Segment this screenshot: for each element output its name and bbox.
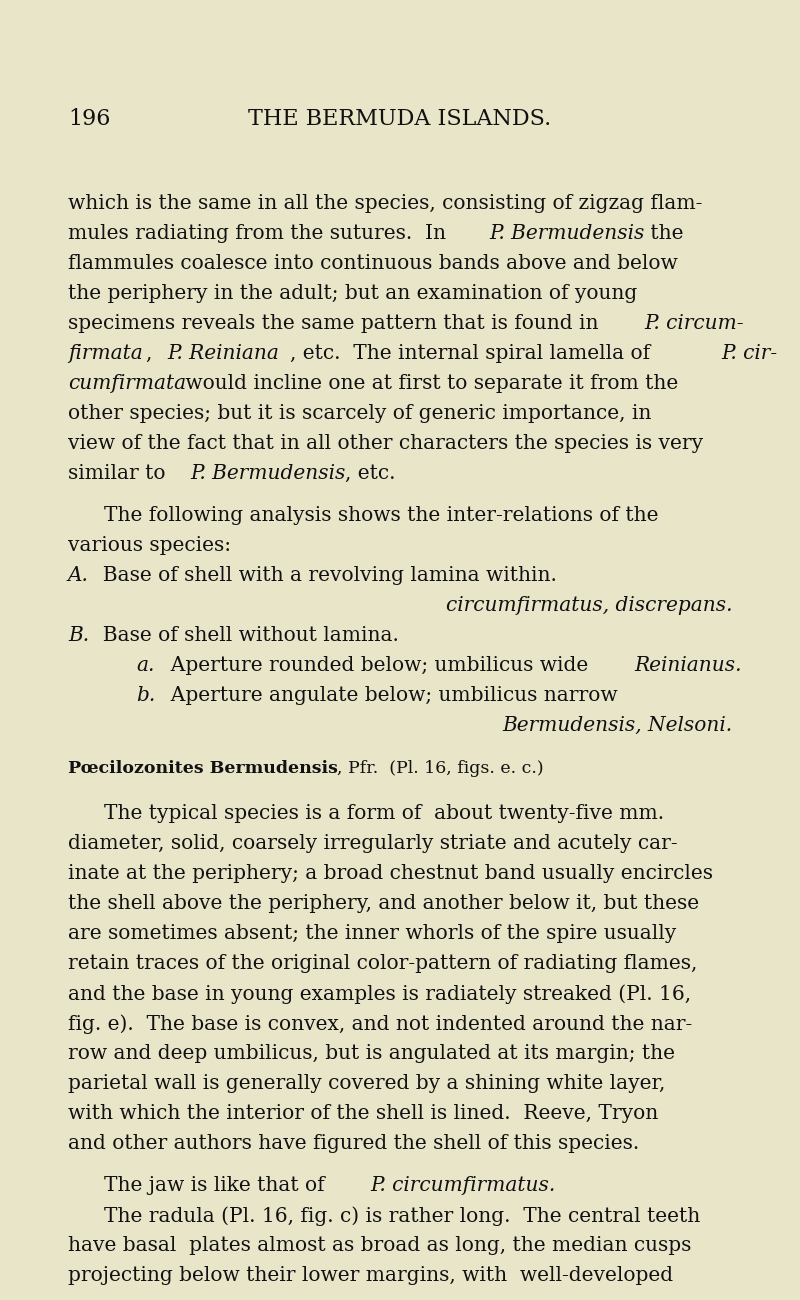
Text: flammules coalesce into continuous bands above and below: flammules coalesce into continuous bands… xyxy=(68,254,678,273)
Text: inate at the periphery; a broad chestnut band usually encircles: inate at the periphery; a broad chestnut… xyxy=(68,864,713,883)
Text: , etc.  The internal spiral lamella of: , etc. The internal spiral lamella of xyxy=(290,344,656,363)
Text: the: the xyxy=(644,224,683,243)
Text: and the base in young examples is radiately streaked (Pl. 16,: and the base in young examples is radiat… xyxy=(68,984,691,1004)
Text: A.: A. xyxy=(68,566,89,585)
Text: b.: b. xyxy=(136,686,155,705)
Text: Bermudensis, Nelsoni.: Bermudensis, Nelsoni. xyxy=(502,716,732,734)
Text: circumfirmatus, discrepans.: circumfirmatus, discrepans. xyxy=(446,595,732,615)
Text: are sometimes absent; the inner whorls of the spire usually: are sometimes absent; the inner whorls o… xyxy=(68,924,676,942)
Text: similar to: similar to xyxy=(68,464,172,484)
Text: view of the fact that in all other characters the species is very: view of the fact that in all other chara… xyxy=(68,434,703,452)
Text: fig. e).  The base is convex, and not indented around the nar-: fig. e). The base is convex, and not ind… xyxy=(68,1014,692,1034)
Text: The following analysis shows the inter-relations of the: The following analysis shows the inter-r… xyxy=(104,506,658,525)
Text: row and deep umbilicus, but is angulated at its margin; the: row and deep umbilicus, but is angulated… xyxy=(68,1044,675,1063)
Text: the shell above the periphery, and another below it, but these: the shell above the periphery, and anoth… xyxy=(68,894,699,913)
Text: The typical species is a form of  about twenty-five mm.: The typical species is a form of about t… xyxy=(104,803,664,823)
Text: other species; but it is scarcely of generic importance, in: other species; but it is scarcely of gen… xyxy=(68,404,651,422)
Text: B.: B. xyxy=(68,627,89,645)
Text: Pœcilozonites Bermudensis: Pœcilozonites Bermudensis xyxy=(68,760,338,777)
Text: P. Bermudensis: P. Bermudensis xyxy=(489,224,644,243)
Text: The jaw is like that of: The jaw is like that of xyxy=(104,1176,331,1195)
Text: specimens reveals the same pattern that is found in: specimens reveals the same pattern that … xyxy=(68,315,605,333)
Text: firmata: firmata xyxy=(68,344,142,363)
Text: parietal wall is generally covered by a shining white layer,: parietal wall is generally covered by a … xyxy=(68,1074,666,1093)
Text: Aperture angulate below; umbilicus narrow: Aperture angulate below; umbilicus narro… xyxy=(158,686,618,705)
Text: P. Bermudensis: P. Bermudensis xyxy=(190,464,346,484)
Text: the periphery in the adult; but an examination of young: the periphery in the adult; but an exami… xyxy=(68,283,638,303)
Text: Base of shell without lamina.: Base of shell without lamina. xyxy=(90,627,399,645)
Text: would incline one at first to separate it from the: would incline one at first to separate i… xyxy=(178,374,678,393)
Text: Base of shell with a revolving lamina within.: Base of shell with a revolving lamina wi… xyxy=(90,566,557,585)
Text: P. circumfirmatus.: P. circumfirmatus. xyxy=(370,1176,555,1195)
Text: have basal  plates almost as broad as long, the median cusps: have basal plates almost as broad as lon… xyxy=(68,1236,691,1254)
Text: THE BERMUDA ISLANDS.: THE BERMUDA ISLANDS. xyxy=(248,108,552,130)
Text: diameter, solid, coarsely irregularly striate and acutely car-: diameter, solid, coarsely irregularly st… xyxy=(68,835,678,853)
Text: which is the same in all the species, consisting of zigzag flam-: which is the same in all the species, co… xyxy=(68,194,702,213)
Text: P. Reiniana: P. Reiniana xyxy=(168,344,279,363)
Text: a.: a. xyxy=(136,656,154,675)
Text: ,: , xyxy=(146,344,158,363)
Text: P. cir-: P. cir- xyxy=(722,344,778,363)
Text: , Pfr.  (Pl. 16, figs. e. c.): , Pfr. (Pl. 16, figs. e. c.) xyxy=(337,760,544,777)
Text: , etc.: , etc. xyxy=(345,464,395,484)
Text: retain traces of the original color-pattern of radiating flames,: retain traces of the original color-patt… xyxy=(68,954,698,972)
Text: Reinianus.: Reinianus. xyxy=(634,656,742,675)
Text: 196: 196 xyxy=(68,108,110,130)
Text: projecting below their lower margins, with  well-developed: projecting below their lower margins, wi… xyxy=(68,1266,673,1284)
Text: with which the interior of the shell is lined.  Reeve, Tryon: with which the interior of the shell is … xyxy=(68,1104,658,1123)
Text: and other authors have figured the shell of this species.: and other authors have figured the shell… xyxy=(68,1134,639,1153)
Text: mules radiating from the sutures.  In: mules radiating from the sutures. In xyxy=(68,224,452,243)
Text: various species:: various species: xyxy=(68,536,231,555)
Text: P. circum-: P. circum- xyxy=(644,315,743,333)
Text: Aperture rounded below; umbilicus wide: Aperture rounded below; umbilicus wide xyxy=(158,656,607,675)
Text: cumfirmata: cumfirmata xyxy=(68,374,186,393)
Text: The radula (Pl. 16, fig. c) is rather long.  The central teeth: The radula (Pl. 16, fig. c) is rather lo… xyxy=(104,1206,700,1226)
